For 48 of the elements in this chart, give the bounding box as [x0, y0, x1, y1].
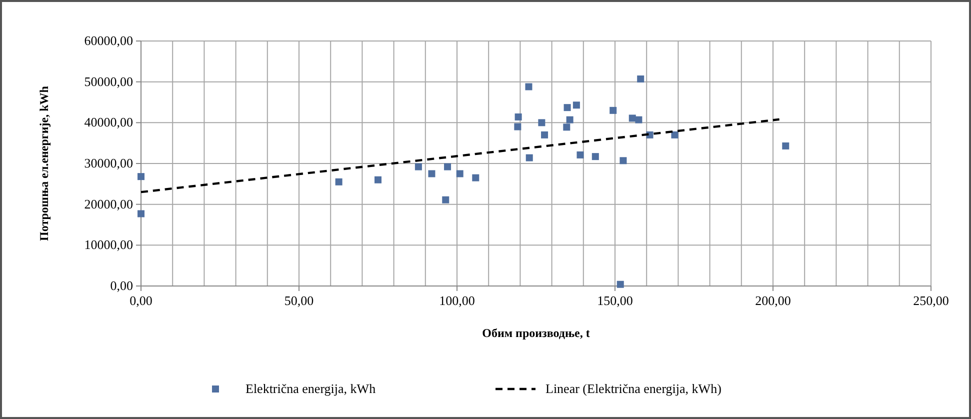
y-tick-label: 50000,00 — [84, 74, 133, 89]
x-tick-label: 250,00 — [913, 293, 949, 308]
point — [628, 114, 636, 122]
point — [646, 131, 654, 138]
y-tick-label: 10000,00 — [84, 237, 133, 252]
point — [576, 151, 584, 158]
point — [610, 106, 617, 114]
x-tick-label: 100,00 — [439, 293, 475, 308]
point — [525, 83, 532, 90]
point — [514, 123, 522, 130]
point — [637, 75, 644, 82]
point — [616, 280, 624, 288]
point — [566, 116, 574, 124]
y-tick-label: 0,00 — [110, 278, 133, 293]
y-axis-title: Потрошња ел.енергије, kWh — [37, 86, 51, 241]
point — [138, 173, 144, 180]
point — [564, 104, 571, 112]
x-tick-label: 0,00 — [130, 293, 152, 308]
point — [428, 170, 436, 178]
point — [541, 131, 548, 138]
x-tick-label: 150,00 — [597, 293, 633, 308]
point — [572, 102, 580, 109]
point — [472, 174, 480, 182]
point — [456, 170, 464, 178]
point — [563, 124, 570, 131]
point — [635, 116, 642, 124]
point — [138, 210, 144, 218]
legend-label: Električna energija, kWh — [246, 381, 376, 396]
point — [538, 119, 546, 126]
point — [374, 176, 382, 184]
point — [442, 196, 450, 204]
x-tick-label: 50,00 — [284, 293, 314, 308]
y-tick-label: 30000,00 — [84, 156, 133, 170]
point — [592, 153, 599, 160]
point — [335, 178, 342, 186]
point — [444, 163, 452, 170]
legend-label: Linear (Električna energija, kWh) — [546, 381, 722, 396]
y-tick-label: 60000,00 — [84, 33, 133, 48]
x-axis-title: Обим производње, t — [482, 326, 590, 340]
point — [782, 142, 790, 150]
y-tick-label: 40000,00 — [84, 114, 133, 130]
point — [526, 154, 533, 162]
point — [414, 163, 422, 170]
x-tick-label: 200,00 — [755, 293, 791, 308]
point — [671, 131, 678, 138]
point — [514, 113, 522, 120]
point — [620, 157, 627, 164]
y-tick-label: 20000,00 — [84, 196, 133, 212]
